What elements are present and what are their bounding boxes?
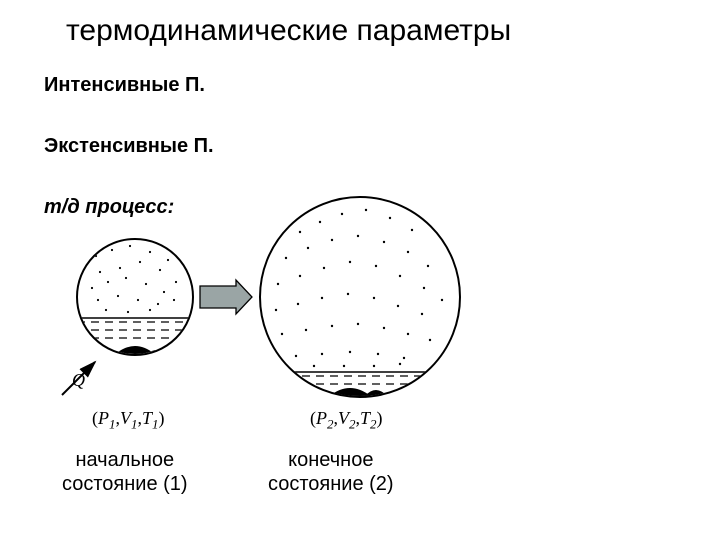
state-2-label: конечноесостояние (2) — [268, 448, 394, 496]
state-2-tuple: (P2,V2,T2) — [310, 408, 383, 433]
heat-q-label: Q — [72, 370, 85, 391]
state-1-label: начальноесостояние (1) — [62, 448, 188, 496]
state-1-tuple: (P1,V1,T1) — [92, 408, 165, 433]
